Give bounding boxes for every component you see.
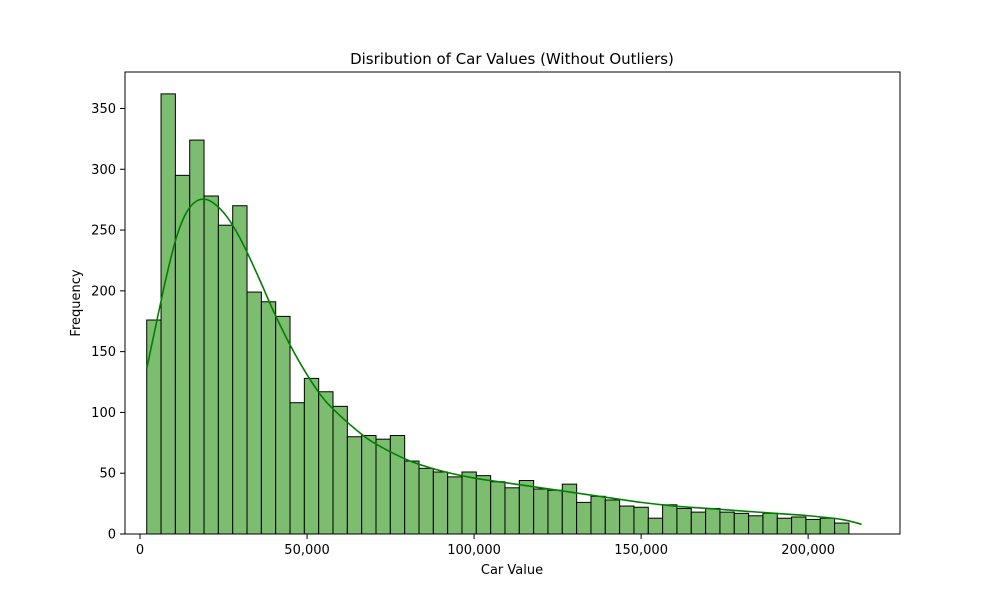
histogram-bar [719, 511, 735, 535]
histogram-bar [432, 471, 449, 535]
histogram-bar [647, 517, 664, 535]
histogram-bar [217, 224, 234, 535]
histogram-bar [733, 512, 750, 535]
y-tick-label: 200 [91, 284, 116, 299]
y-axis-ticks: 0 50 100 150 200 250 300 350 [91, 102, 125, 543]
histogram-bar [389, 435, 406, 535]
histogram-bar [776, 517, 793, 535]
histogram-bar [676, 507, 692, 535]
y-tick-label: 50 [99, 467, 116, 482]
histogram-bar [518, 480, 535, 535]
plot-frame [124, 71, 901, 535]
histogram-bar [461, 471, 477, 535]
histogram-bar [260, 301, 277, 535]
histogram-bar [762, 512, 778, 535]
histogram-bar [275, 315, 291, 535]
histogram-bar [490, 481, 506, 535]
histogram-bar [404, 460, 420, 535]
histogram-bar [289, 402, 305, 535]
histogram-bar [318, 391, 334, 535]
histogram-bar [504, 487, 520, 535]
histogram-bar [146, 319, 162, 535]
histogram-bar [332, 405, 348, 535]
chart-title: Disribution of Car Values (Without Outli… [350, 50, 674, 68]
x-tick-label: 100,000 [447, 543, 501, 558]
histogram-bar [576, 501, 592, 535]
histogram-bar [174, 174, 191, 535]
histogram-bar [160, 93, 176, 535]
histogram-bar [834, 522, 850, 535]
y-axis-label: Frequency [69, 269, 84, 336]
kde-curve [145, 198, 862, 526]
histogram-bar [662, 504, 678, 535]
histogram-bar [533, 488, 549, 535]
histogram-bar [619, 505, 635, 535]
x-tick-label: 50,000 [284, 543, 330, 558]
histogram-bar [604, 499, 621, 535]
histogram-bar [791, 516, 807, 535]
y-tick-label: 150 [91, 345, 116, 360]
histogram-bar [232, 205, 248, 535]
y-tick-label: 100 [91, 406, 116, 421]
histogram-bars [146, 93, 850, 535]
histogram-bar [303, 377, 320, 535]
histogram-bar [475, 475, 492, 535]
histogram-bar [246, 291, 262, 535]
histogram-bar [346, 436, 363, 535]
x-tick-label: 0 [136, 543, 144, 558]
histogram-bar [590, 495, 606, 535]
x-axis-label: Car Value [481, 563, 543, 578]
histogram-bar [375, 438, 391, 535]
x-tick-label: 150,000 [614, 543, 668, 558]
histogram-bar [705, 507, 721, 535]
histogram-bar [690, 511, 707, 535]
y-tick-label: 300 [91, 163, 116, 178]
y-tick-label: 350 [91, 102, 116, 117]
y-tick-label: 250 [91, 224, 116, 239]
x-tick-label: 200,000 [781, 543, 835, 558]
histogram-bar [633, 506, 649, 535]
y-tick-label: 0 [108, 528, 116, 543]
histogram-bar [418, 467, 434, 535]
histogram-bar [819, 517, 836, 535]
histogram-bar [547, 489, 563, 535]
histogram-bar [203, 195, 219, 535]
histogram-bar [805, 518, 821, 535]
x-axis-ticks: 0 50,000 100,000 150,000 200,000 [136, 534, 835, 558]
histogram-bar [748, 515, 764, 535]
histogram-bar [447, 476, 463, 535]
histogram-bar [361, 435, 377, 535]
